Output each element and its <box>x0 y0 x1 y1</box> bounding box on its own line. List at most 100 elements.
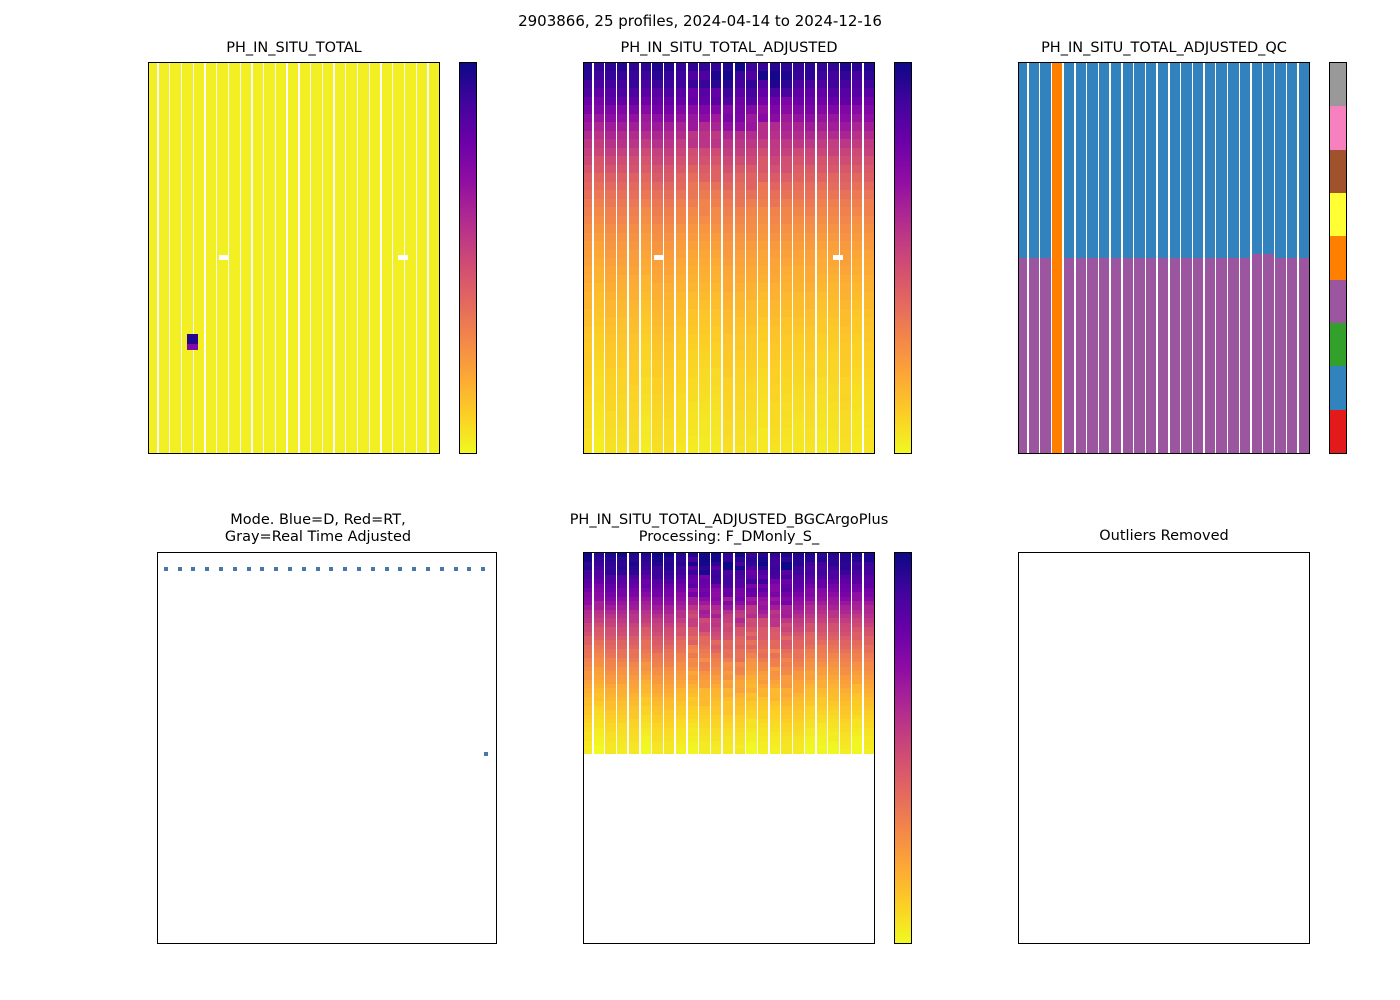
heatmap-cell <box>757 653 769 658</box>
axes-ph-in-situ-total-adjusted[interactable]: 0250500750100012501500175020000.40.60.8+… <box>583 62 875 454</box>
heatmap-cell <box>640 283 651 292</box>
heatmap-profile-column <box>734 553 745 943</box>
axes-ph-adjusted-bgcargoplus[interactable]: 0250500750100012501500175020000.40.60.8+… <box>583 552 875 944</box>
heatmap-cell <box>793 718 804 724</box>
heatmap-cell <box>722 718 734 724</box>
heatmap-cell <box>793 181 804 191</box>
colorbar-tick-mark <box>911 225 912 226</box>
heatmap-cell <box>793 122 804 131</box>
heatmap-cell <box>781 732 792 737</box>
heatmap-cell <box>804 308 816 318</box>
heatmap-cell <box>828 723 839 728</box>
heatmap-cell <box>628 249 640 258</box>
heatmap-cell <box>851 701 863 706</box>
heatmap-cell <box>804 592 816 597</box>
heatmap-cell <box>687 351 698 360</box>
heatmap-cell <box>584 410 593 420</box>
heatmap-cell <box>664 334 675 343</box>
heatmap-cell <box>781 300 792 309</box>
axes-ph-in-situ-total-adjusted-qc[interactable]: 0250500750100012501500175020000.40.60.8+… <box>1018 62 1310 454</box>
heatmap-cell <box>757 692 769 698</box>
heatmap-cell <box>863 410 874 420</box>
heatmap-cell <box>816 427 828 437</box>
heatmap-cell <box>675 368 687 377</box>
heatmap-cell <box>664 291 675 301</box>
heatmap-cell <box>628 181 640 191</box>
mode-data-point <box>274 566 279 571</box>
heatmap-cell <box>757 622 769 628</box>
heatmap-cell <box>840 740 851 746</box>
heatmap-cell <box>584 745 593 750</box>
y-tick-label: 2000 <box>1018 935 1019 944</box>
qc-segment-flag-1 <box>1298 63 1309 258</box>
heatmap-cell <box>640 653 651 658</box>
heatmap-cell <box>722 553 734 558</box>
heatmap-cell <box>617 723 628 728</box>
heatmap-cell <box>699 614 710 619</box>
heatmap-cell <box>863 147 874 157</box>
axes-outliers-removed[interactable]: 0250500750100012501500175020000.40.60.8+… <box>1018 552 1310 944</box>
heatmap-cell <box>804 732 816 737</box>
heatmap-cell <box>851 308 863 318</box>
heatmap-cell <box>584 631 593 636</box>
heatmap-cell <box>722 359 734 369</box>
heatmap-cell <box>769 181 781 191</box>
y-tick-label: 0 <box>583 552 584 561</box>
heatmap-cell <box>781 679 792 684</box>
heatmap-cell <box>593 351 604 360</box>
heatmap-cell <box>781 190 792 199</box>
ph-in-situ-total-adjusted-qc-title: PH_IN_SITU_TOTAL_ADJUSTED_QC <box>1041 40 1287 56</box>
heatmap-cell <box>664 579 675 584</box>
heatmap-cell <box>746 614 757 619</box>
heatmap-cell <box>734 385 745 394</box>
heatmap-cell <box>675 436 687 445</box>
heatmap-cell <box>828 410 839 420</box>
heatmap-cell <box>793 727 804 732</box>
heatmap-cell <box>769 173 781 182</box>
heatmap-cell <box>828 618 839 623</box>
axes-mode-scatter[interactable]: Delayed ModeReal Time AdjustedReal Time0… <box>157 552 497 944</box>
heatmap-cell <box>757 351 769 360</box>
heatmap-cell <box>781 587 792 593</box>
heatmap-cell <box>605 105 616 114</box>
heatmap-cell <box>816 88 828 97</box>
x-tick-mark <box>635 453 636 454</box>
heatmap-cell <box>828 325 839 335</box>
heatmap-cell <box>734 705 745 711</box>
heatmap-cell <box>851 317 863 326</box>
heatmap-cell <box>584 156 593 165</box>
heatmap-cell <box>816 736 828 741</box>
heatmap-cell <box>628 622 640 628</box>
heatmap-cell <box>675 232 687 242</box>
heatmap-cell <box>699 274 710 284</box>
heatmap-cell <box>593 130 604 140</box>
heatmap-cell <box>664 105 675 114</box>
heatmap-cell <box>675 701 687 706</box>
heatmap-cell <box>640 436 651 445</box>
heatmap-cell <box>605 291 616 301</box>
heatmap-cell <box>628 130 640 140</box>
heatmap-profile-column <box>863 553 874 943</box>
heatmap-cell <box>851 139 863 148</box>
qc-colorbar-segment-7 <box>1330 106 1346 150</box>
colorbar-tick-label: 0 <box>1346 445 1347 454</box>
heatmap-cell <box>675 164 687 174</box>
heatmap-cell <box>652 113 663 123</box>
heatmap-cell <box>664 359 675 369</box>
heatmap-cell <box>711 732 722 737</box>
heatmap-cell <box>828 566 839 571</box>
heatmap-cell <box>617 579 628 584</box>
heatmap-cell <box>711 688 722 693</box>
heatmap-cell <box>851 679 863 684</box>
heatmap-cell <box>593 627 604 632</box>
heatmap-cell <box>840 666 851 671</box>
qc-segment-flag-1 <box>1028 63 1039 258</box>
heatmap-cell <box>593 164 604 174</box>
axes-ph-in-situ-total[interactable]: 0250500750100012501500175020000.40.60.8+… <box>148 62 440 454</box>
heatmap-cell <box>863 574 874 580</box>
colorbar-tick-mark <box>911 87 912 88</box>
heatmap-cell <box>675 653 687 658</box>
heatmap-cell <box>711 574 722 580</box>
heatmap-cell <box>628 557 640 562</box>
